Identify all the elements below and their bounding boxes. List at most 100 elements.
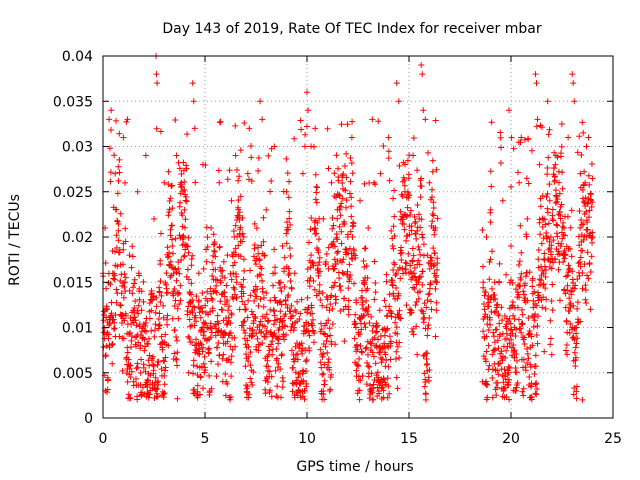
- data-point: [531, 288, 538, 295]
- data-point: [528, 396, 535, 403]
- data-point: [404, 212, 411, 219]
- data-point: [332, 279, 339, 286]
- data-point: [517, 325, 524, 332]
- data-point: [244, 337, 251, 344]
- data-point: [583, 300, 590, 307]
- data-point: [512, 333, 519, 340]
- data-point: [201, 328, 208, 335]
- data-point: [552, 192, 559, 199]
- data-point: [203, 224, 210, 231]
- data-point: [586, 181, 593, 188]
- data-point: [157, 128, 164, 135]
- data-point: [358, 326, 365, 333]
- data-point: [321, 396, 328, 403]
- data-point: [331, 243, 338, 250]
- data-point: [305, 239, 312, 246]
- data-point: [259, 277, 266, 284]
- data-point: [259, 340, 266, 347]
- y-tick-label: 0.03: [62, 140, 93, 156]
- data-point: [480, 300, 487, 307]
- data-point: [116, 333, 123, 340]
- data-point: [538, 240, 545, 247]
- data-point: [123, 118, 130, 125]
- data-point: [405, 175, 412, 182]
- data-point: [343, 204, 350, 211]
- data-point: [206, 345, 213, 352]
- data-point: [322, 259, 329, 265]
- data-point: [542, 266, 549, 273]
- data-point: [494, 384, 501, 391]
- data-point: [304, 89, 310, 96]
- data-point: [154, 80, 161, 87]
- data-point: [186, 289, 193, 296]
- data-point: [579, 187, 586, 194]
- data-point: [545, 220, 552, 227]
- data-point: [298, 296, 305, 303]
- data-point: [217, 298, 224, 305]
- data-point: [103, 285, 110, 292]
- data-point: [551, 177, 558, 184]
- data-point: [232, 152, 239, 159]
- data-point: [491, 279, 498, 286]
- data-point: [504, 335, 511, 342]
- data-point: [220, 258, 227, 265]
- data-point: [561, 224, 568, 231]
- data-point: [271, 294, 278, 301]
- data-point: [310, 260, 317, 267]
- data-point: [164, 312, 171, 319]
- data-point: [354, 346, 361, 353]
- data-point: [417, 224, 424, 231]
- data-point: [318, 326, 325, 333]
- data-point: [542, 305, 549, 312]
- data-point: [226, 167, 233, 174]
- data-point: [325, 359, 332, 366]
- data-point: [392, 272, 399, 279]
- data-point: [136, 296, 143, 303]
- data-point: [339, 180, 346, 187]
- data-point: [541, 263, 548, 270]
- data-point: [245, 343, 252, 350]
- data-point: [267, 188, 274, 195]
- y-tick-label: 0.02: [62, 230, 93, 246]
- data-point: [102, 352, 109, 359]
- data-point: [180, 253, 187, 260]
- data-point: [169, 222, 176, 229]
- data-point: [584, 226, 591, 233]
- data-point: [184, 131, 191, 138]
- data-point: [108, 127, 115, 134]
- data-point: [509, 299, 516, 306]
- data-point: [578, 216, 585, 223]
- data-point: [212, 253, 219, 260]
- data-point: [299, 350, 306, 357]
- data-point: [420, 352, 427, 359]
- data-point: [486, 276, 493, 283]
- data-point: [386, 177, 393, 184]
- data-point: [160, 394, 167, 401]
- data-point: [372, 360, 379, 367]
- data-point: [584, 200, 591, 207]
- data-point: [163, 285, 170, 292]
- data-point: [285, 226, 292, 233]
- data-point: [291, 324, 298, 331]
- data-point: [255, 302, 262, 309]
- data-point: [359, 301, 366, 308]
- data-point: [381, 332, 388, 339]
- data-point: [356, 330, 363, 337]
- data-point: [544, 190, 551, 197]
- data-point: [185, 276, 192, 283]
- data-point: [254, 335, 261, 342]
- data-point: [247, 362, 254, 369]
- data-point: [401, 161, 408, 168]
- data-point: [251, 220, 258, 227]
- data-point: [553, 221, 560, 228]
- data-point: [333, 194, 340, 201]
- data-point: [230, 284, 237, 291]
- data-point: [332, 261, 339, 268]
- data-point: [331, 256, 338, 263]
- data-point: [356, 396, 363, 403]
- data-point: [185, 234, 192, 241]
- data-point: [576, 259, 583, 266]
- data-point: [512, 365, 519, 372]
- data-point: [490, 329, 497, 336]
- data-point: [215, 361, 222, 368]
